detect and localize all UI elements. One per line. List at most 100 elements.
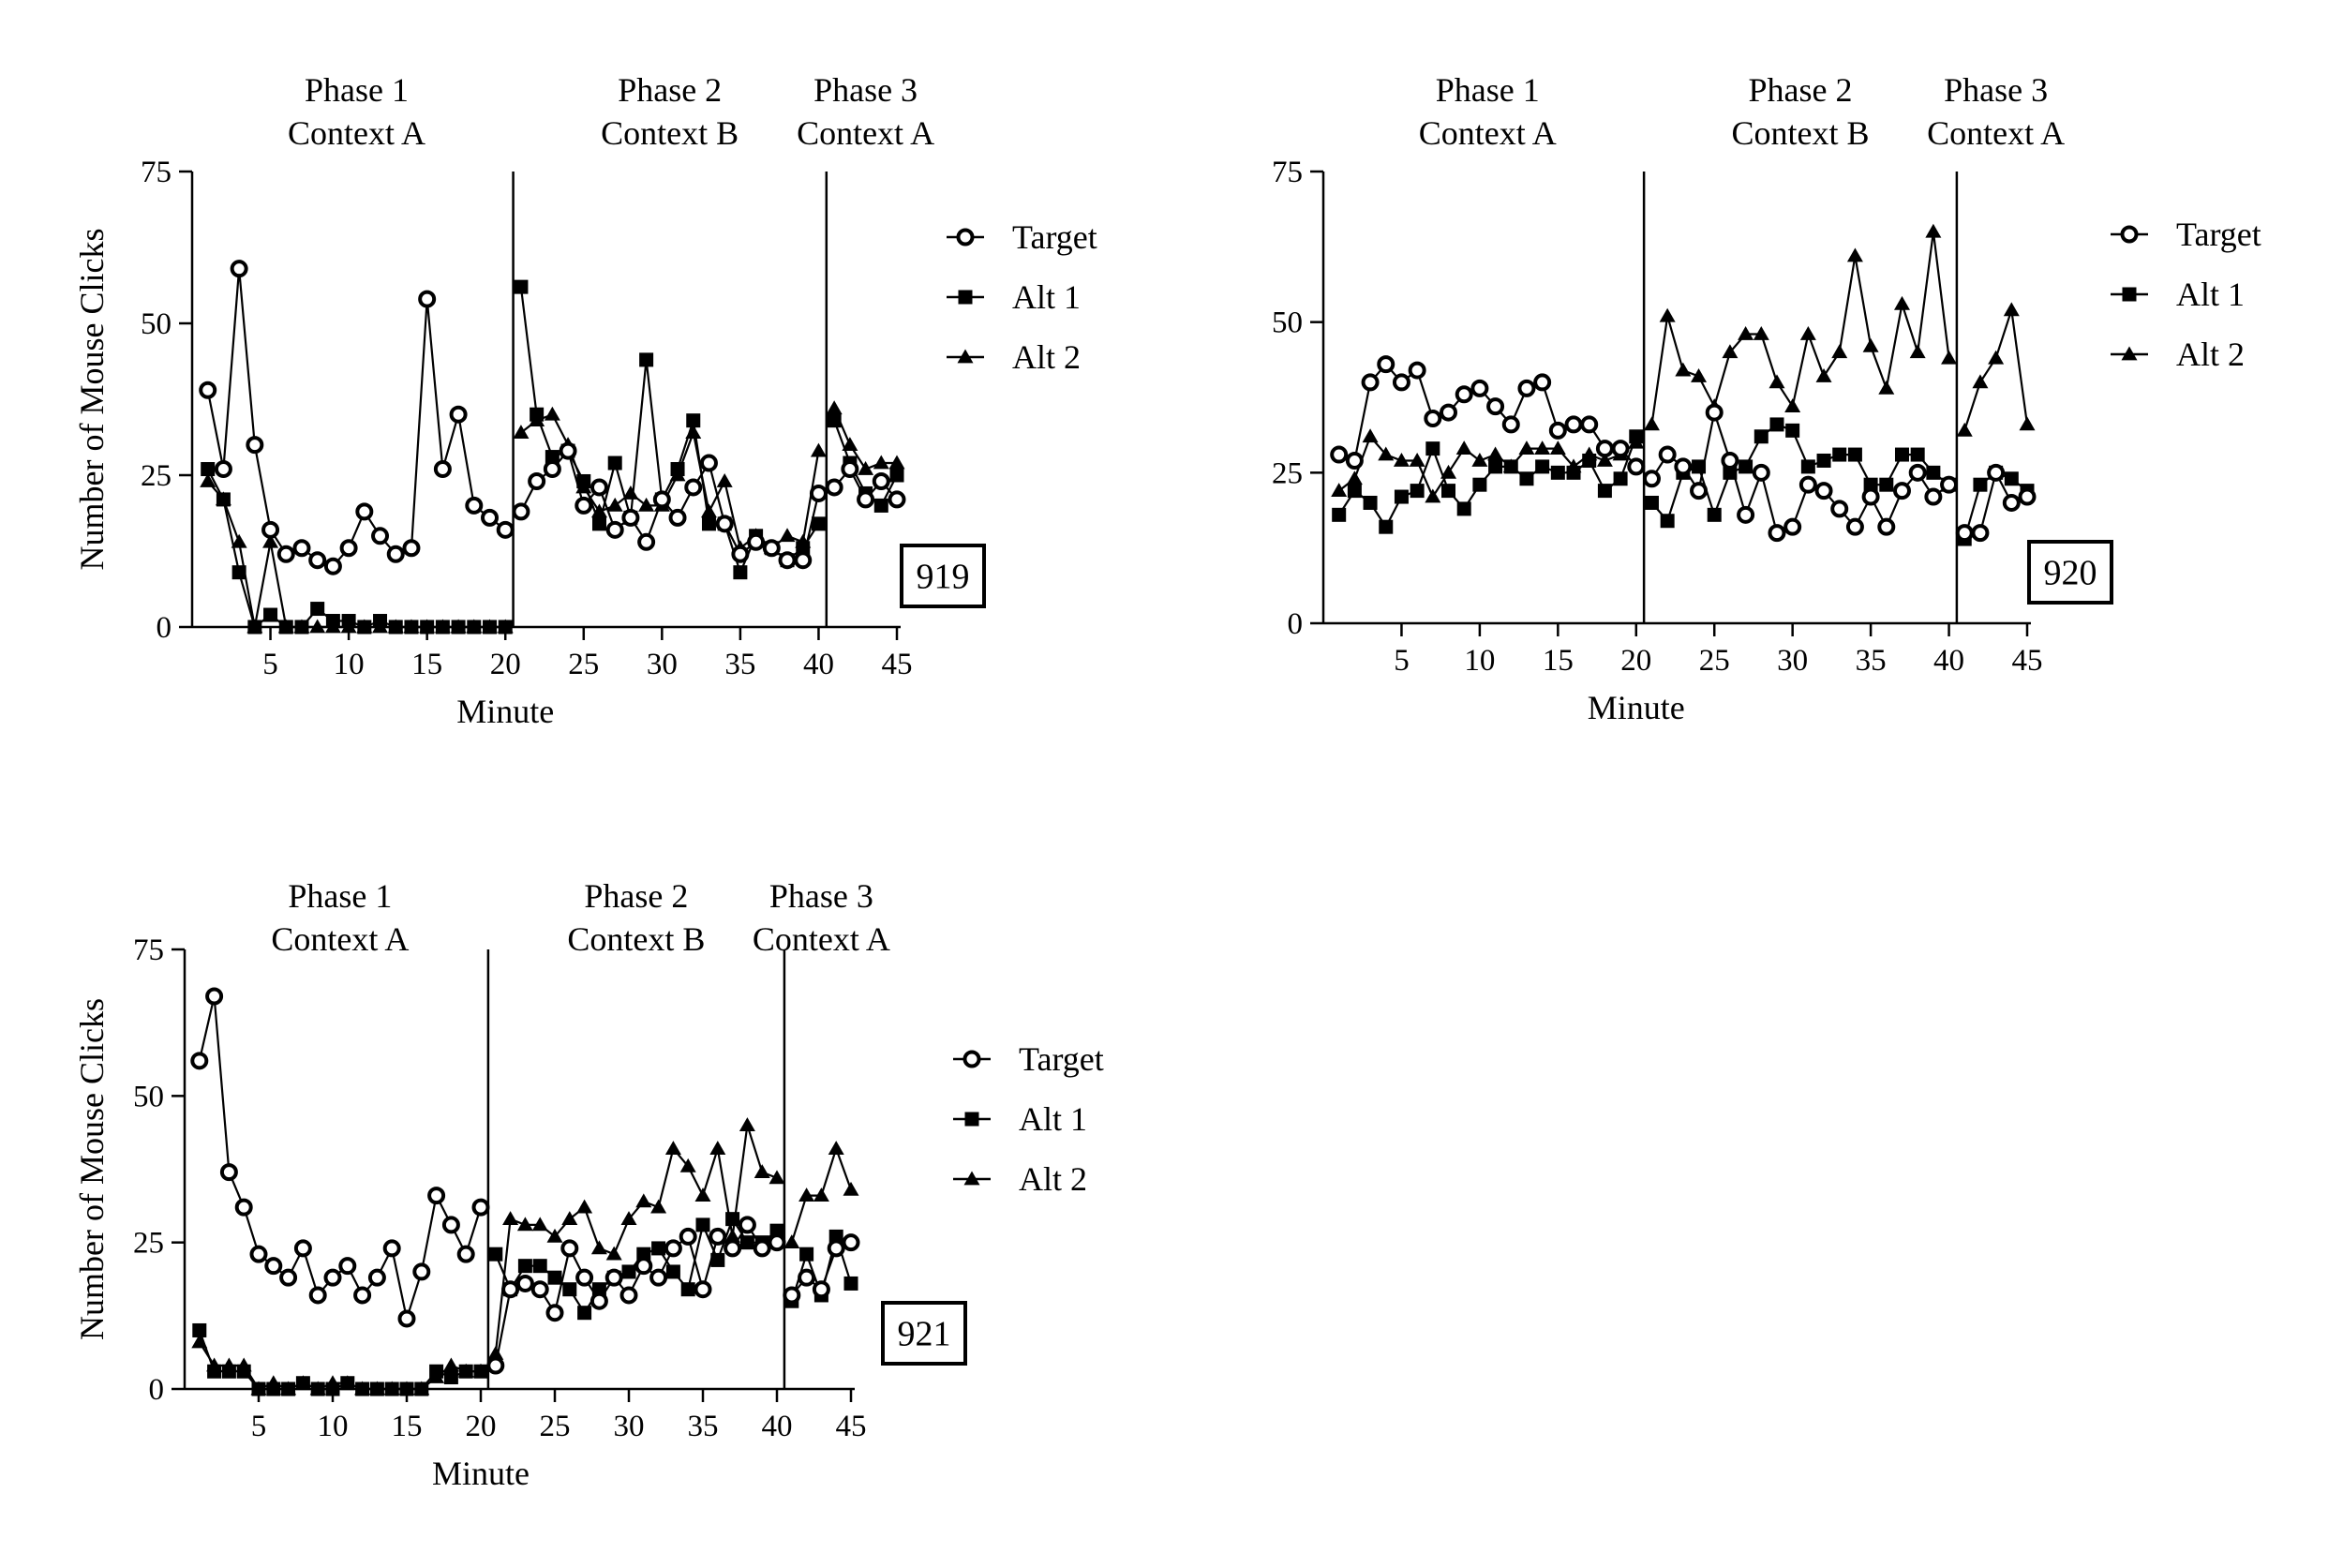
data-point-target: [812, 1280, 830, 1299]
x-tick-label: 30: [1777, 644, 1808, 678]
data-point-alt-1: [1503, 459, 1518, 474]
data-point-target: [637, 532, 656, 551]
data-point-alt-1: [192, 1322, 207, 1337]
x-tick-label: 20: [466, 1410, 497, 1443]
data-point-target: [575, 1268, 594, 1287]
data-point-target: [560, 1239, 579, 1258]
data-point-target: [449, 405, 468, 424]
data-point-alt-1: [236, 1364, 251, 1379]
data-point-alt-1: [488, 1247, 503, 1262]
data-point-alt-1: [636, 1247, 651, 1262]
data-point-alt-2: [1425, 488, 1441, 503]
data-point-alt-2: [1331, 483, 1348, 497]
data-point-alt-2: [1988, 350, 2005, 365]
data-point-alt-1: [467, 620, 482, 635]
data-point-alt-1: [1519, 471, 1534, 486]
data-point-target: [418, 290, 437, 308]
data-point-alt-1: [341, 614, 356, 629]
data-point-target: [1595, 440, 1614, 458]
legend-marker-alt-2: [963, 1171, 980, 1186]
x-tick-label: 5: [262, 648, 278, 681]
data-point-alt-1: [263, 607, 278, 622]
data-point-alt-1: [1472, 477, 1487, 492]
data-point-target: [762, 539, 781, 558]
data-point-alt-1: [827, 413, 842, 428]
series-line-alt-2: [206, 480, 506, 629]
data-point-target: [1424, 409, 1442, 427]
data-point-alt-1: [281, 1381, 296, 1396]
participant-id-label: 919: [917, 558, 970, 597]
data-point-alt-1: [266, 1381, 281, 1396]
data-point-target: [382, 1239, 401, 1258]
data-point-target: [809, 484, 828, 502]
data-point-alt-1: [294, 620, 309, 635]
phase-label: Phase 3: [813, 71, 918, 109]
data-point-alt-2: [1768, 374, 1785, 389]
data-point-alt-1: [247, 620, 262, 635]
data-point-target: [456, 1245, 475, 1263]
phase-label: Phase 3: [1944, 71, 2048, 109]
data-point-alt-2: [1487, 446, 1504, 461]
data-point-alt-2: [1941, 350, 1958, 365]
x-tick-label: 35: [688, 1410, 719, 1443]
data-point-alt-1: [451, 620, 466, 635]
legend-marker-alt-1: [964, 1112, 979, 1127]
data-point-target: [441, 1216, 460, 1234]
y-axis-title: Number of Mouse Clicks: [73, 229, 111, 571]
x-tick-label: 20: [1620, 644, 1651, 678]
data-point-alt-1: [1363, 495, 1378, 510]
data-point-alt-1: [483, 620, 498, 635]
data-point-alt-2: [842, 437, 858, 451]
data-point-alt-1: [1847, 447, 1862, 462]
chart-panel-920: 0 25 50 75 5 10 15 20 25 30 35 40 45 Minute Phase 1 Con…: [1272, 71, 2261, 726]
data-point-target: [308, 551, 327, 570]
data-point-target: [738, 1216, 756, 1234]
data-point-target: [1345, 451, 1364, 470]
data-point-alt-1: [639, 352, 654, 367]
data-point-target: [1658, 445, 1677, 464]
data-point-alt-2: [888, 455, 905, 470]
data-point-alt-2: [502, 1211, 519, 1226]
data-point-target: [1470, 379, 1489, 397]
data-point-target: [545, 1304, 564, 1322]
data-point-alt-2: [1753, 326, 1769, 340]
data-point-target: [664, 1239, 682, 1258]
data-point-alt-1: [278, 620, 293, 635]
data-point-alt-1: [701, 516, 716, 531]
data-point-alt-1: [843, 1276, 858, 1291]
data-point-target: [1564, 415, 1583, 434]
phase-label: Phase 2: [1749, 71, 1853, 109]
participant-id-label: 921: [898, 1315, 951, 1354]
data-point-alt-1: [473, 1364, 488, 1379]
data-point-target: [768, 1233, 786, 1252]
series-line-alt-2: [1963, 309, 2029, 431]
legend-label: Alt 1: [1012, 278, 1081, 316]
data-point-alt-2: [739, 1117, 755, 1131]
data-point-alt-1: [458, 1364, 473, 1379]
data-point-target: [589, 1292, 608, 1310]
context-label: Context B: [601, 114, 739, 152]
series-line-alt-2: [1650, 231, 1950, 426]
data-point-alt-1: [1347, 484, 1362, 499]
data-point-alt-2: [262, 533, 279, 548]
data-point-alt-1: [357, 620, 372, 635]
data-point-alt-1: [1456, 501, 1471, 516]
data-point-alt-2: [1518, 441, 1535, 455]
x-tick-label: 5: [1394, 644, 1410, 678]
data-point-target: [1517, 379, 1536, 397]
data-point-target: [724, 1239, 742, 1258]
x-tick-label: 45: [882, 648, 913, 681]
data-point-target: [783, 1286, 801, 1305]
data-point-alt-2: [442, 1357, 459, 1372]
data-point-target: [1627, 457, 1646, 476]
data-point-target: [214, 460, 232, 479]
data-point-target: [1690, 482, 1709, 500]
data-point-alt-1: [680, 1282, 695, 1297]
data-point-alt-2: [576, 1199, 593, 1214]
data-point-target: [292, 539, 311, 558]
legend-label: Target: [1019, 1040, 1104, 1078]
x-tick-label: 15: [1543, 644, 1574, 678]
data-point-target: [888, 490, 906, 509]
data-point-target: [731, 545, 750, 563]
